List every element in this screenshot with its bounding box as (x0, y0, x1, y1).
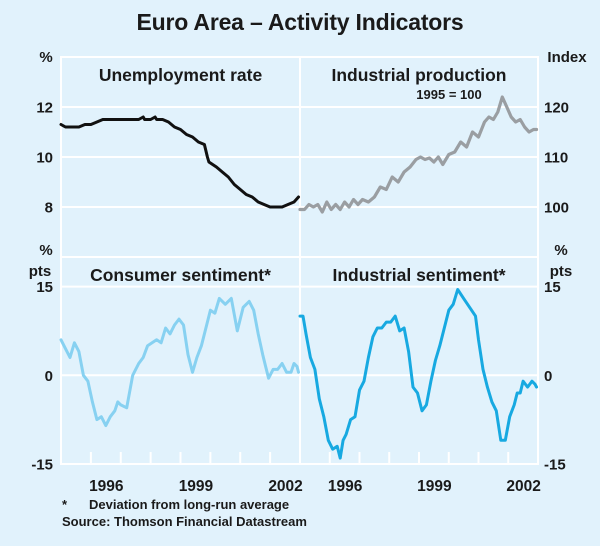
panel-bottom-right (298, 285, 538, 464)
series-line-industrial-production (298, 95, 539, 214)
footnote: * Deviation from long-run average (62, 497, 289, 512)
y-axis-unit-bottom-right-pts: pts (550, 263, 573, 280)
panel-title: Consumer sentiment* (90, 265, 271, 285)
panel-bottom-left (59, 285, 300, 464)
x-tick-label: 1999 (179, 478, 214, 495)
y-tick-label: 10 (36, 150, 53, 167)
y-tick-label: 15 (544, 279, 561, 296)
footnote-text: Deviation from long-run average (89, 497, 290, 512)
panel-top-right (298, 95, 539, 214)
panel-subtitle: 1995 = 100 (416, 87, 481, 102)
x-tick-label: 1996 (328, 478, 363, 495)
y-tick-label: 100 (544, 200, 569, 217)
y-axis-unit-top-left: % (39, 49, 52, 66)
y-tick-label: 110 (544, 150, 568, 167)
y-axis-unit-bottom-left-pts: pts (29, 263, 52, 280)
y-tick-label: 120 (544, 100, 569, 117)
series-line-unemployment-rate (59, 115, 300, 209)
source-note: Source: Thomson Financial Datastream (62, 514, 307, 529)
y-tick-label: 0 (45, 368, 53, 385)
panel-title: Industrial sentiment* (332, 265, 505, 285)
y-axis-unit-bottom-left-pct: % (39, 242, 52, 259)
x-tick-label: 1996 (89, 478, 124, 495)
panel-title: Unemployment rate (99, 65, 263, 85)
panel-top-left (59, 106, 300, 209)
y-tick-label: 8 (45, 200, 53, 217)
chart-title: Euro Area – Activity Indicators (136, 9, 464, 35)
y-axis-unit-top-right: Index (547, 49, 587, 66)
x-tick-label: 2002 (506, 478, 540, 495)
y-tick-label: 0 (544, 368, 552, 385)
x-tick-label: 1999 (417, 478, 452, 495)
series-line-consumer-sentiment (59, 296, 300, 428)
y-axis-unit-bottom-right-pct: % (554, 242, 567, 259)
x-tick-label: 2002 (268, 478, 302, 495)
y-tick-label: -15 (31, 457, 53, 474)
y-tick-label: 12 (36, 100, 53, 117)
panel-title: Industrial production (332, 65, 507, 85)
y-tick-label: -15 (544, 457, 566, 474)
y-tick-label: 15 (36, 279, 53, 296)
series-line-industrial-sentiment (298, 288, 538, 460)
footnote-marker: * (62, 497, 68, 512)
